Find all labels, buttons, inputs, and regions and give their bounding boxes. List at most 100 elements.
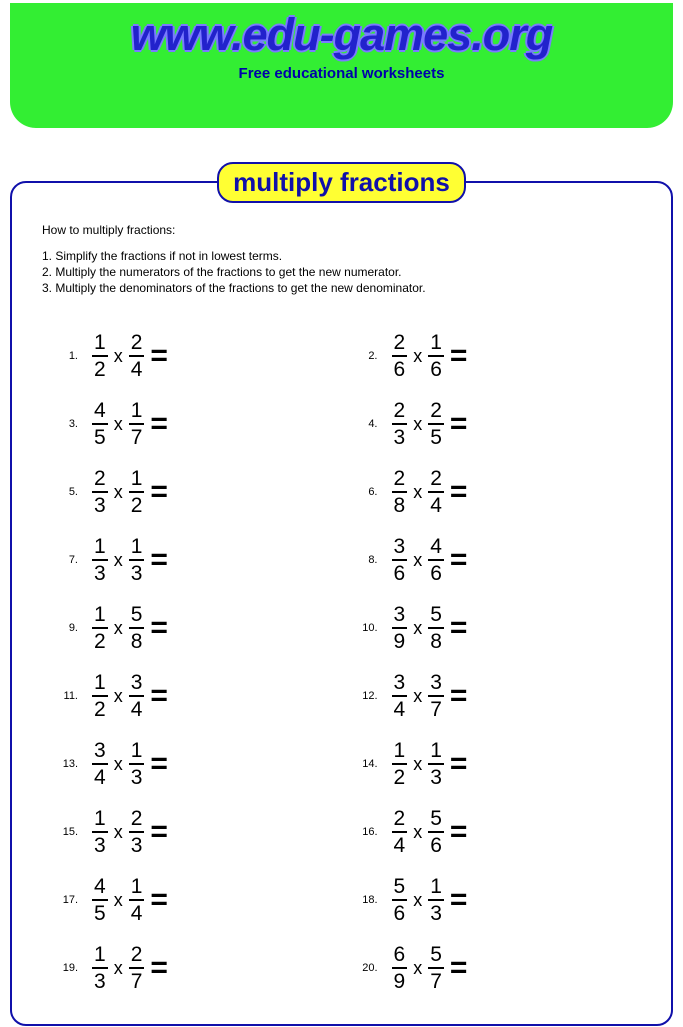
problem-row: 12.34x37= [342,669,642,723]
times-symbol: x [114,958,123,979]
fraction-b-numerator: 1 [129,400,145,423]
times-symbol: x [114,414,123,435]
fraction-a: 34 [92,740,108,788]
fraction-b-denominator: 3 [129,763,145,788]
fraction-a: 45 [92,876,108,924]
times-symbol: x [413,414,422,435]
problem-row: 8.36x46= [342,533,642,587]
fraction-a-numerator: 1 [92,808,108,831]
problem-number: 17. [42,894,92,906]
fraction-b-denominator: 4 [129,899,145,924]
fraction-b-numerator: 1 [428,740,444,763]
fraction-a-denominator: 8 [392,491,408,516]
problem-row: 7.13x13= [42,533,342,587]
fraction-a-denominator: 6 [392,559,408,584]
fraction-a-numerator: 3 [392,536,408,559]
fraction-a-numerator: 2 [392,400,408,423]
fraction-b: 58 [129,604,145,652]
times-symbol: x [114,822,123,843]
times-symbol: x [413,618,422,639]
problem-number: 2. [342,350,392,362]
problem-row: 1.12x24= [42,329,342,383]
fraction-a: 12 [92,604,108,652]
problem-row: 4.23x25= [342,397,642,451]
fraction-a-numerator: 2 [392,332,408,355]
equals-symbol: = [450,815,468,849]
fraction-a-numerator: 3 [392,604,408,627]
fraction-b-denominator: 3 [129,831,145,856]
equals-symbol: = [150,951,168,985]
times-symbol: x [413,482,422,503]
problem-row: 9.12x58= [42,601,342,655]
worksheet-panel: How to multiply fractions: 1. Simplify t… [10,181,673,1026]
problem-number: 5. [42,486,92,498]
fraction-a-denominator: 3 [92,491,108,516]
fraction-a-numerator: 1 [92,672,108,695]
fraction-b-numerator: 2 [129,808,145,831]
times-symbol: x [413,346,422,367]
equals-symbol: = [450,339,468,373]
fraction-a-denominator: 2 [92,627,108,652]
fraction-b-denominator: 7 [129,967,145,992]
instruction-step: 2. Multiply the numerators of the fracti… [42,265,641,279]
times-symbol: x [413,890,422,911]
fraction-a: 39 [392,604,408,652]
problem-number: 3. [42,418,92,430]
fraction-a-denominator: 6 [392,355,408,380]
problem-number: 11. [42,690,92,702]
problem-number: 7. [42,554,92,566]
times-symbol: x [413,686,422,707]
problem-row: 16.24x56= [342,805,642,859]
fraction-a-numerator: 1 [392,740,408,763]
fraction-a: 13 [92,808,108,856]
problem-row: 15.13x23= [42,805,342,859]
instruction-step: 3. Multiply the denominators of the frac… [42,281,641,295]
equals-symbol: = [450,747,468,781]
fraction-b: 24 [129,332,145,380]
fraction-b-denominator: 5 [428,423,444,448]
fraction-a-numerator: 2 [392,808,408,831]
header-banner: www.edu-games.org Free educational works… [10,3,673,128]
times-symbol: x [114,550,123,571]
fraction-b-denominator: 3 [129,559,145,584]
problem-row: 10.39x58= [342,601,642,655]
fraction-b: 56 [428,808,444,856]
fraction-a: 26 [392,332,408,380]
fraction-b: 25 [428,400,444,448]
equals-symbol: = [150,543,168,577]
times-symbol: x [114,482,123,503]
problem-number: 8. [342,554,392,566]
fraction-b: 23 [129,808,145,856]
fraction-b-numerator: 5 [428,808,444,831]
fraction-b-denominator: 4 [129,355,145,380]
times-symbol: x [114,890,123,911]
fraction-a-numerator: 1 [92,944,108,967]
fraction-a-denominator: 3 [92,967,108,992]
fraction-b-numerator: 1 [428,332,444,355]
badge-wrapper: multiply fractions [10,162,673,203]
problem-number: 4. [342,418,392,430]
fraction-b: 46 [428,536,444,584]
instructions-heading: How to multiply fractions: [42,223,641,237]
equals-symbol: = [450,407,468,441]
times-symbol: x [413,550,422,571]
fraction-b: 34 [129,672,145,720]
problem-row: 13.34x13= [42,737,342,791]
fraction-b-numerator: 2 [129,944,145,967]
fraction-a-denominator: 3 [92,559,108,584]
fraction-b-denominator: 3 [428,899,444,924]
problem-row: 3.45x17= [42,397,342,451]
fraction-a-denominator: 2 [92,355,108,380]
fraction-a: 28 [392,468,408,516]
fraction-b: 57 [428,944,444,992]
times-symbol: x [114,346,123,367]
problem-number: 10. [342,622,392,634]
times-symbol: x [114,618,123,639]
fraction-a-numerator: 4 [92,876,108,899]
fraction-b: 13 [428,740,444,788]
fraction-a: 12 [92,672,108,720]
problem-row: 6.28x24= [342,465,642,519]
fraction-b-numerator: 2 [428,468,444,491]
fraction-b: 37 [428,672,444,720]
problem-number: 1. [42,350,92,362]
